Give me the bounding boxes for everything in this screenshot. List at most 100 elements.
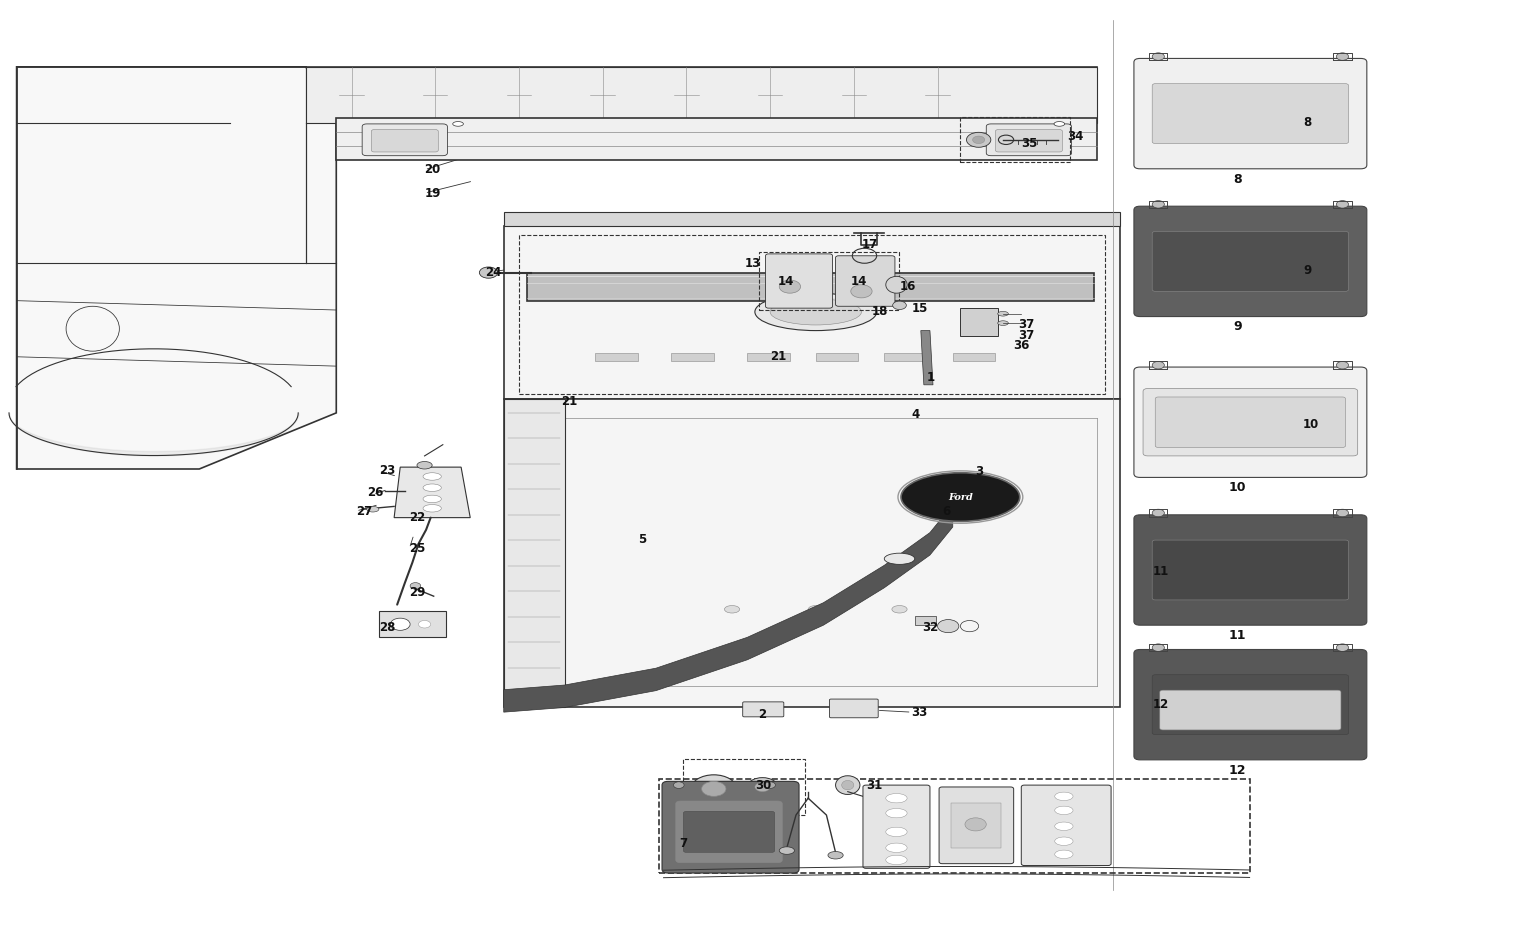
- Ellipse shape: [886, 809, 907, 818]
- Polygon shape: [503, 226, 1121, 399]
- Ellipse shape: [1336, 361, 1348, 369]
- Text: 7: 7: [679, 837, 686, 850]
- Ellipse shape: [892, 606, 907, 613]
- Ellipse shape: [770, 299, 862, 325]
- Text: 33: 33: [912, 705, 927, 719]
- Polygon shape: [307, 67, 1098, 123]
- Ellipse shape: [886, 855, 907, 865]
- Text: 35: 35: [1022, 137, 1037, 150]
- Ellipse shape: [965, 818, 987, 831]
- Text: 21: 21: [561, 395, 578, 408]
- FancyBboxPatch shape: [996, 129, 1063, 152]
- Text: 29: 29: [409, 586, 425, 599]
- Ellipse shape: [1336, 509, 1348, 517]
- Text: 13: 13: [744, 257, 761, 270]
- FancyBboxPatch shape: [830, 699, 878, 718]
- Ellipse shape: [997, 311, 1008, 316]
- Text: 12: 12: [1229, 764, 1246, 777]
- FancyBboxPatch shape: [1135, 206, 1366, 316]
- FancyBboxPatch shape: [683, 811, 775, 853]
- Bar: [683, 759, 805, 815]
- Text: 4: 4: [912, 408, 920, 421]
- Text: 8: 8: [1302, 116, 1312, 129]
- Text: 27: 27: [355, 505, 372, 518]
- Ellipse shape: [422, 484, 441, 492]
- Text: 10: 10: [1302, 417, 1319, 431]
- Text: Ford: Ford: [949, 492, 973, 502]
- Bar: [659, 779, 1249, 873]
- Ellipse shape: [390, 618, 410, 630]
- Bar: [961, 117, 1071, 162]
- Text: 37: 37: [1019, 318, 1034, 330]
- Ellipse shape: [779, 280, 801, 294]
- FancyBboxPatch shape: [939, 787, 1014, 864]
- Ellipse shape: [886, 794, 907, 803]
- FancyBboxPatch shape: [1153, 540, 1348, 600]
- FancyBboxPatch shape: [1153, 674, 1348, 734]
- FancyBboxPatch shape: [361, 124, 447, 156]
- Ellipse shape: [755, 294, 877, 330]
- Polygon shape: [503, 399, 564, 707]
- Text: 26: 26: [366, 486, 383, 499]
- Ellipse shape: [973, 136, 985, 144]
- FancyBboxPatch shape: [743, 702, 784, 717]
- Ellipse shape: [453, 122, 464, 127]
- Text: 34: 34: [1068, 130, 1083, 144]
- Text: 25: 25: [409, 542, 425, 555]
- Ellipse shape: [702, 781, 726, 796]
- Text: 11: 11: [1153, 566, 1168, 579]
- Ellipse shape: [886, 843, 907, 853]
- FancyBboxPatch shape: [1161, 690, 1340, 730]
- Polygon shape: [503, 212, 1121, 226]
- Text: 18: 18: [872, 306, 889, 318]
- Polygon shape: [17, 67, 337, 469]
- Ellipse shape: [691, 775, 737, 803]
- Text: 21: 21: [770, 350, 787, 363]
- Ellipse shape: [479, 267, 497, 279]
- Text: 30: 30: [755, 779, 772, 792]
- Ellipse shape: [410, 582, 421, 589]
- FancyBboxPatch shape: [987, 124, 1072, 156]
- Text: 31: 31: [866, 779, 883, 792]
- Text: 2: 2: [758, 707, 766, 720]
- Ellipse shape: [1055, 822, 1074, 830]
- Text: 11: 11: [1229, 629, 1246, 642]
- Bar: [747, 353, 790, 361]
- Ellipse shape: [422, 505, 441, 512]
- Text: 3: 3: [976, 465, 984, 478]
- Text: 6: 6: [942, 505, 950, 518]
- FancyBboxPatch shape: [836, 256, 895, 307]
- Ellipse shape: [416, 461, 432, 469]
- Polygon shape: [503, 505, 953, 712]
- Text: 17: 17: [862, 238, 878, 251]
- Polygon shape: [378, 612, 445, 637]
- FancyBboxPatch shape: [676, 801, 782, 863]
- Bar: [915, 616, 936, 626]
- Ellipse shape: [1054, 122, 1064, 127]
- Polygon shape: [526, 273, 1095, 301]
- FancyBboxPatch shape: [1135, 515, 1366, 626]
- Polygon shape: [503, 399, 1121, 707]
- Bar: [671, 353, 714, 361]
- Bar: [595, 353, 637, 361]
- Ellipse shape: [422, 495, 441, 503]
- Bar: [953, 353, 996, 361]
- Polygon shape: [337, 118, 1098, 160]
- Ellipse shape: [1153, 53, 1165, 60]
- FancyBboxPatch shape: [1153, 83, 1348, 144]
- Ellipse shape: [366, 507, 378, 512]
- Text: 24: 24: [485, 266, 502, 280]
- FancyBboxPatch shape: [1156, 397, 1345, 447]
- Text: 16: 16: [900, 280, 917, 294]
- Ellipse shape: [1055, 806, 1074, 814]
- FancyBboxPatch shape: [1135, 649, 1366, 760]
- FancyBboxPatch shape: [766, 254, 833, 309]
- Ellipse shape: [1336, 643, 1348, 651]
- Ellipse shape: [724, 606, 740, 613]
- Text: 32: 32: [923, 622, 938, 634]
- Text: 19: 19: [424, 187, 441, 200]
- FancyBboxPatch shape: [1022, 785, 1112, 866]
- Text: 9: 9: [1234, 321, 1241, 333]
- Text: 15: 15: [912, 302, 929, 314]
- Ellipse shape: [851, 285, 872, 298]
